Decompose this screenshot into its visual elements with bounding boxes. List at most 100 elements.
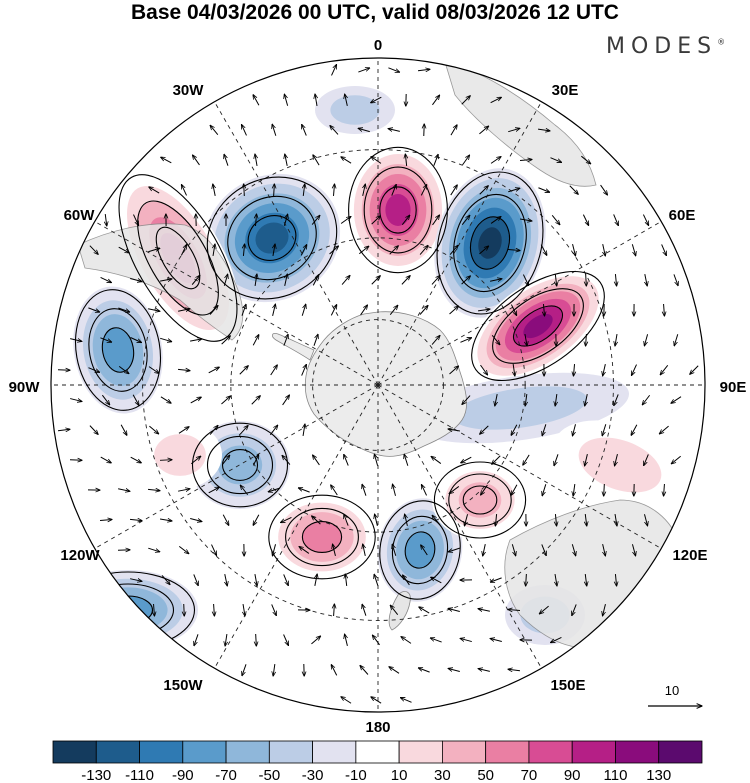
wind-arrow [345,94,348,106]
wind-arrow [345,634,348,646]
anomaly-band [330,95,380,125]
wind-arrow [88,367,99,373]
wind-arrow [404,454,409,466]
wind-arrow [285,154,287,166]
wind-arrow [242,125,247,136]
wind-arrow [88,307,99,312]
wind-arrow [462,155,470,166]
wind-arrow [462,395,471,405]
wind-arrow [478,669,490,672]
colorbar-label: -70 [215,767,237,783]
wind-arrow [448,429,460,431]
streamline [206,435,274,495]
wind-arrow [389,305,397,316]
negative-anomaly-9 [58,570,198,650]
negative-anomaly-7 [377,498,463,602]
streamline [379,500,461,600]
streamline [155,226,201,290]
colorbar-swatch [52,740,97,764]
wind-arrow [360,305,368,316]
wind-arrow [602,424,607,435]
wind-arrow [450,185,457,196]
wind-arrow [573,483,575,496]
wind-arrow [178,545,189,553]
wind-arrow [371,96,382,103]
wind-arrow [538,187,549,192]
wind-vectors [57,65,699,704]
wind-arrow [540,244,547,256]
wind-arrow [298,488,310,493]
wind-arrow [400,698,412,703]
wind-arrow [363,184,366,196]
wind-arrow [480,425,489,434]
wind-arrow [100,337,111,342]
wind-arrow [642,394,651,405]
wind-arrow [481,484,488,495]
wind-arrow [221,455,229,466]
streamline [404,531,436,569]
wind-arrow [148,248,159,253]
wind-arrow [344,514,349,526]
wind-arrow [149,187,160,194]
wind-arrow [508,128,520,133]
colorbar-label: -90 [172,767,194,783]
streamline [471,270,605,382]
streamline-layer [60,146,605,649]
wind-arrow [253,514,260,526]
wind-arrow [375,514,378,526]
positive-anomaly-3 [468,268,608,384]
positive-anomaly-10 [432,460,528,540]
wind-arrow [159,460,172,461]
wind-arrow [391,184,396,196]
wind-arrow [281,517,292,522]
wind-arrow [508,188,519,193]
wind-arrow [272,544,277,556]
wind-arrow [283,574,289,585]
wind-arrow [631,364,637,376]
wind-arrow [644,334,649,346]
colorbar-swatch [312,740,357,764]
wind-arrow [130,337,142,343]
wind-arrow [507,249,520,250]
wind-arrow [273,244,275,256]
wind-arrow [393,484,396,496]
anomaly-band [217,445,263,485]
wind-arrow [664,483,665,496]
wind-arrow [664,303,665,316]
wind-arrow [358,128,370,133]
wind-arrow [213,184,215,196]
wind-arrow [671,396,682,404]
wind-arrow [550,157,561,163]
wind-arrow [225,633,227,646]
colorbar: -130 -110 -90 -70 -50 -30 -10 10 30 50 70 90 110 130 [52,740,703,783]
wind-arrow [508,669,521,671]
wind-arrow [70,399,82,402]
wind-arrow [519,159,532,160]
streamline [88,308,148,392]
wind-arrow [449,486,460,493]
lon-60w-label: 60W [64,207,96,224]
wind-arrow [508,609,521,610]
streamline [379,186,417,234]
wind-arrow [213,244,215,257]
wind-arrow [432,215,440,226]
wind-arrow [358,246,368,255]
wind-arrow [160,396,171,403]
wind-arrow [193,574,198,585]
wind-arrow [161,157,172,164]
streamline [462,485,498,515]
wind-arrow [341,697,352,704]
wind-arrow [461,96,470,105]
wind-arrow [419,245,428,255]
colorbar-label: 30 [434,767,451,783]
wind-arrow [479,186,489,195]
wind-arrow [209,425,218,435]
wind-arrow [148,547,159,552]
wind-arrow [160,337,172,341]
wind-arrow [491,335,500,344]
wind-arrow [178,309,190,311]
colorbar-swatch [95,740,140,764]
wind-arrow [303,184,304,197]
wind-arrow [631,424,638,436]
wind-arrow [615,454,618,466]
